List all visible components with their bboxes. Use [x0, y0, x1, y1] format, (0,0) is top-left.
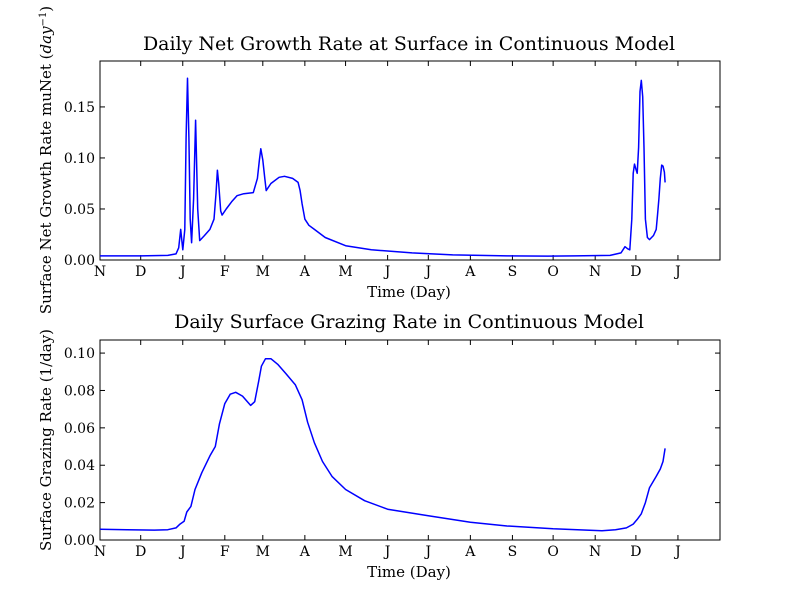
x-tick-label: D [135, 264, 146, 280]
x-tick-label: J [424, 544, 432, 560]
grazing-rate-series-line [99, 357, 666, 532]
x-tick-marks [99, 340, 679, 540]
x-tick-label: N [589, 264, 601, 280]
y-axis-label-exponent: −1 [38, 12, 49, 27]
x-axis-label: Time (Day) [367, 283, 451, 301]
x-tick-label: D [630, 264, 641, 280]
x-tick-label: F [220, 264, 230, 280]
plot-frame [99, 60, 721, 261]
chart-title: Daily Net Growth Rate at Surface in Cont… [143, 33, 675, 55]
x-tick-label: J [673, 544, 681, 560]
grazing-rate-chart: Daily Surface Grazing Rate in Continuous… [37, 311, 721, 581]
x-tick-label: D [630, 544, 641, 560]
x-tick-label: A [464, 264, 476, 280]
x-tick-label: J [424, 264, 432, 280]
x-tick-label: F [220, 544, 230, 560]
y-tick-label: 0.05 [64, 202, 95, 218]
x-tick-label: J [383, 544, 391, 560]
y-tick-marks [100, 352, 720, 541]
y-tick-label: 0.15 [64, 100, 95, 116]
x-tick-label: M [256, 264, 270, 280]
y-tick-label: 0.10 [64, 346, 95, 362]
x-tick-label: O [547, 264, 558, 280]
net-growth-series-line [100, 77, 666, 257]
y-tick-label: 0.04 [64, 458, 95, 474]
x-tick-label: A [464, 544, 476, 560]
x-tick-label: J [673, 264, 681, 280]
chart-title: Daily Surface Grazing Rate in Continuous… [174, 311, 644, 333]
y-axis-label: Surface Grazing Rate (1/day) [37, 329, 55, 551]
y-tick-label: 0.02 [64, 496, 95, 512]
y-tick-marks [100, 106, 720, 261]
y-tick-label: 0.10 [64, 151, 95, 167]
x-tick-label: D [135, 544, 146, 560]
y-tick-label: 0.08 [64, 383, 95, 399]
x-tick-label: J [178, 544, 186, 560]
x-axis-label: Time (Day) [367, 563, 451, 581]
x-tick-label: N [94, 544, 106, 560]
x-tick-label: M [338, 264, 352, 280]
x-tick-label: J [383, 264, 391, 280]
net-growth-chart: Daily Net Growth Rate at Surface in Cont… [37, 6, 721, 314]
y-axis-label-unit: day [37, 26, 55, 54]
x-tick-label: M [338, 544, 352, 560]
x-tick-label: M [256, 544, 270, 560]
x-tick-label: J [178, 264, 186, 280]
x-tick-label: O [547, 544, 558, 560]
x-tick-label: S [508, 264, 518, 280]
x-tick-label: S [508, 544, 518, 560]
y-tick-label: 0.06 [64, 421, 95, 437]
x-tick-label: N [589, 544, 601, 560]
x-tick-label: A [299, 544, 311, 560]
plot-frame [99, 339, 721, 541]
y-axis-label-text: Surface Net Growth Rate muNet [37, 64, 55, 314]
y-tick-label: 0.00 [64, 253, 95, 269]
y-tick-label: 0.00 [64, 533, 95, 549]
x-tick-label: A [299, 264, 311, 280]
x-tick-label: N [94, 264, 106, 280]
y-axis-label: Surface Net Growth Rate muNet (day−1) [37, 6, 55, 314]
